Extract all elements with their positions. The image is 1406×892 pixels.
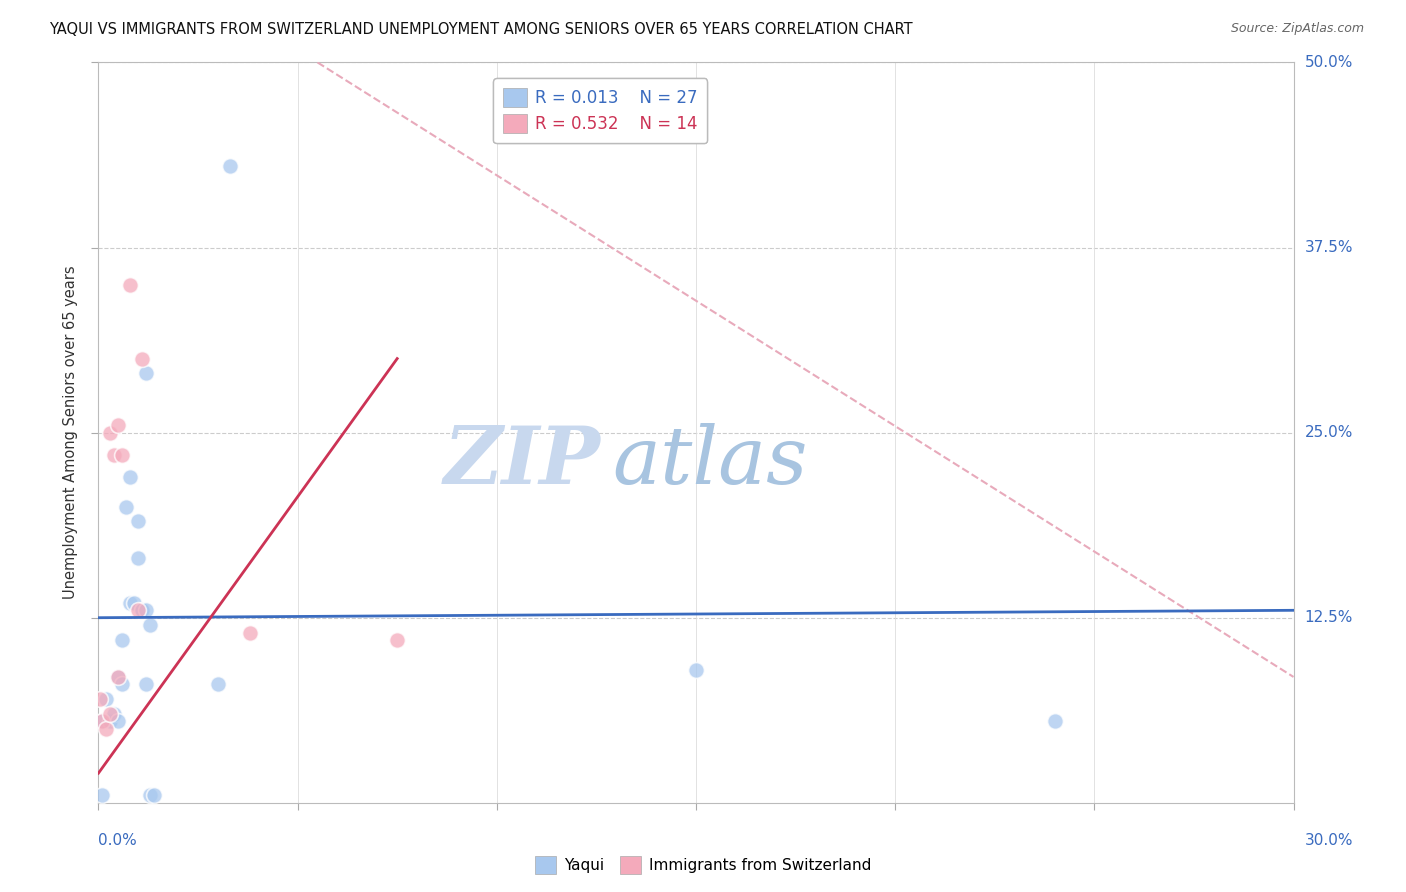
Text: 50.0%: 50.0%	[1305, 55, 1353, 70]
Text: 12.5%: 12.5%	[1305, 610, 1353, 625]
Point	[131, 603, 153, 617]
Text: YAQUI VS IMMIGRANTS FROM SWITZERLAND UNEMPLOYMENT AMONG SENIORS OVER 65 YEARS CO: YAQUI VS IMMIGRANTS FROM SWITZERLAND UNE…	[49, 22, 912, 37]
Legend: R = 0.013    N = 27, R = 0.532    N = 14: R = 0.013 N = 27, R = 0.532 N = 14	[494, 78, 707, 144]
Point	[385, 632, 409, 647]
Point	[103, 448, 125, 462]
Point	[98, 425, 122, 440]
Point	[96, 692, 118, 706]
Point	[107, 670, 129, 684]
Point	[96, 722, 118, 736]
Point	[91, 714, 114, 729]
Point	[135, 603, 157, 617]
Point	[1043, 714, 1066, 729]
Point	[207, 677, 229, 691]
Point	[91, 714, 114, 729]
Text: 25.0%: 25.0%	[1305, 425, 1353, 440]
Point	[103, 706, 125, 721]
Point	[115, 500, 138, 514]
Point	[131, 351, 153, 366]
Point	[239, 625, 262, 640]
Point	[127, 515, 149, 529]
Point	[107, 418, 129, 433]
Y-axis label: Unemployment Among Seniors over 65 years: Unemployment Among Seniors over 65 years	[63, 266, 79, 599]
Point	[98, 714, 122, 729]
Text: 0.0%: 0.0%	[98, 833, 138, 848]
Point	[139, 789, 162, 803]
Point	[111, 632, 134, 647]
Point	[135, 677, 157, 691]
Point	[139, 618, 162, 632]
Point	[89, 692, 111, 706]
Legend: Yaqui, Immigrants from Switzerland: Yaqui, Immigrants from Switzerland	[529, 850, 877, 880]
Point	[131, 603, 153, 617]
Point	[98, 706, 122, 721]
Text: atlas: atlas	[613, 424, 807, 501]
Text: 37.5%: 37.5%	[1305, 240, 1353, 255]
Point	[91, 789, 114, 803]
Text: ZIP: ZIP	[443, 424, 600, 501]
Point	[111, 677, 134, 691]
Text: 30.0%: 30.0%	[1305, 833, 1353, 848]
Point	[107, 670, 129, 684]
Point	[120, 277, 142, 292]
Point	[135, 367, 157, 381]
Point	[120, 596, 142, 610]
Point	[120, 470, 142, 484]
Point	[124, 596, 146, 610]
Point	[111, 448, 134, 462]
Point	[685, 663, 707, 677]
Point	[219, 159, 242, 173]
Point	[143, 789, 166, 803]
Point	[107, 714, 129, 729]
Point	[127, 551, 149, 566]
Text: Source: ZipAtlas.com: Source: ZipAtlas.com	[1230, 22, 1364, 36]
Point	[127, 603, 149, 617]
